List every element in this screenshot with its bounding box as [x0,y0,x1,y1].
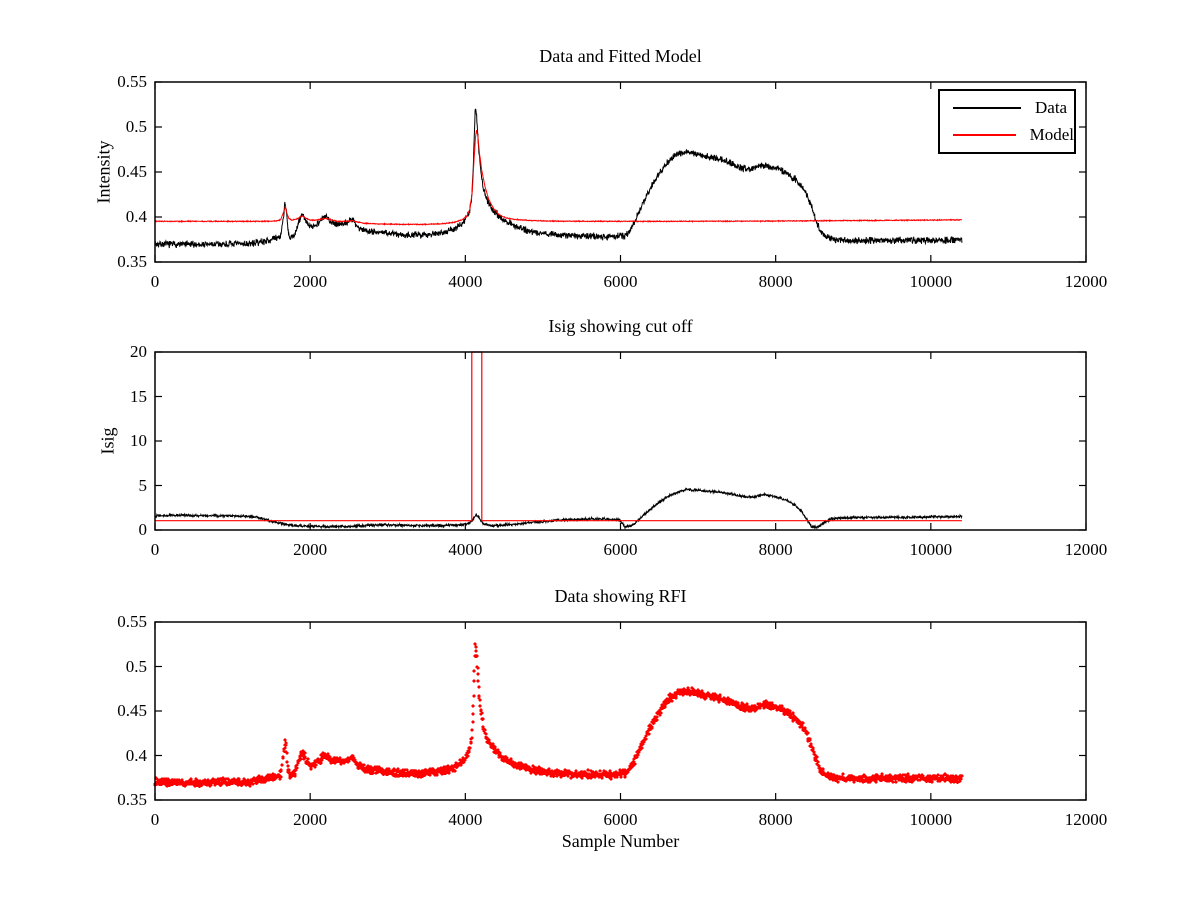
x-tick-label: 4000 [448,540,483,559]
y-tick-label: 0.5 [125,656,147,676]
x-tick-label: 2000 [293,272,328,291]
y-tick-label: 15 [130,386,147,406]
x-axis-label: Sample Number [561,831,680,851]
x-tick-label: 12000 [1064,272,1108,291]
x-tick-label: 10000 [909,272,953,291]
x-tick-label: 4000 [448,810,483,829]
y-tick-label: 0.35 [117,252,147,271]
x-tick-label: 0 [150,810,160,829]
y-tick-label: 0.45 [117,701,147,720]
y-tick-label: 5 [138,475,148,495]
x-tick-label: 4000 [448,272,483,291]
subplot1-title: Data and Fitted Model [539,46,702,66]
y-tick-label: 0.55 [117,612,147,631]
subplot2-title: Isig showing cut off [548,316,693,336]
x-tick-label: 12000 [1064,810,1108,829]
x-tick-label: 6000 [603,810,638,829]
y-tick-label: 20 [130,342,147,361]
x-tick-label: 6000 [603,272,638,291]
legend-line-sample-model [953,134,1016,136]
x-tick-label: 8000 [758,540,793,559]
legend-label-data: Data [1035,98,1068,117]
axes-box [154,351,1087,531]
x-tick-label: 8000 [758,272,793,291]
x-tick-label: 10000 [909,810,953,829]
x-tick-label: 2000 [293,540,328,559]
series-data [154,108,963,249]
series-cut-off [155,351,962,522]
y-tick-label: 0.55 [117,72,147,91]
subplot3-title: Data showing RFI [554,586,687,606]
y-tick-label: 10 [130,431,147,450]
subplot-2 [154,351,1087,531]
legend-label-model: Model [1029,125,1074,144]
x-tick-label: 10000 [909,540,953,559]
x-tick-label: 2000 [293,810,328,829]
series-model [154,129,962,227]
legend-entry-model: Model [940,125,1074,145]
series-isig [154,487,963,531]
y-tick-label: 0.5 [125,117,147,136]
y-tick-label: 0 [138,520,148,539]
x-tick-label: 0 [150,540,160,559]
legend: Data Model [938,89,1076,154]
legend-entry-data: Data [940,98,1074,118]
y-tick-label: 0.4 [125,745,147,765]
legend-line-sample-data [953,107,1021,109]
x-tick-label: 12000 [1064,540,1108,559]
series-rfi-data [153,642,964,788]
y-tick-label: 0.4 [125,207,147,226]
subplot-1 [154,81,1087,263]
subplot-3 [153,621,1087,801]
x-tick-label: 0 [150,272,160,291]
y-tick-label: 0.35 [117,790,147,809]
y-tick-label: 0.45 [117,162,147,181]
x-tick-label: 6000 [603,540,638,559]
x-tick-label: 8000 [758,810,793,829]
